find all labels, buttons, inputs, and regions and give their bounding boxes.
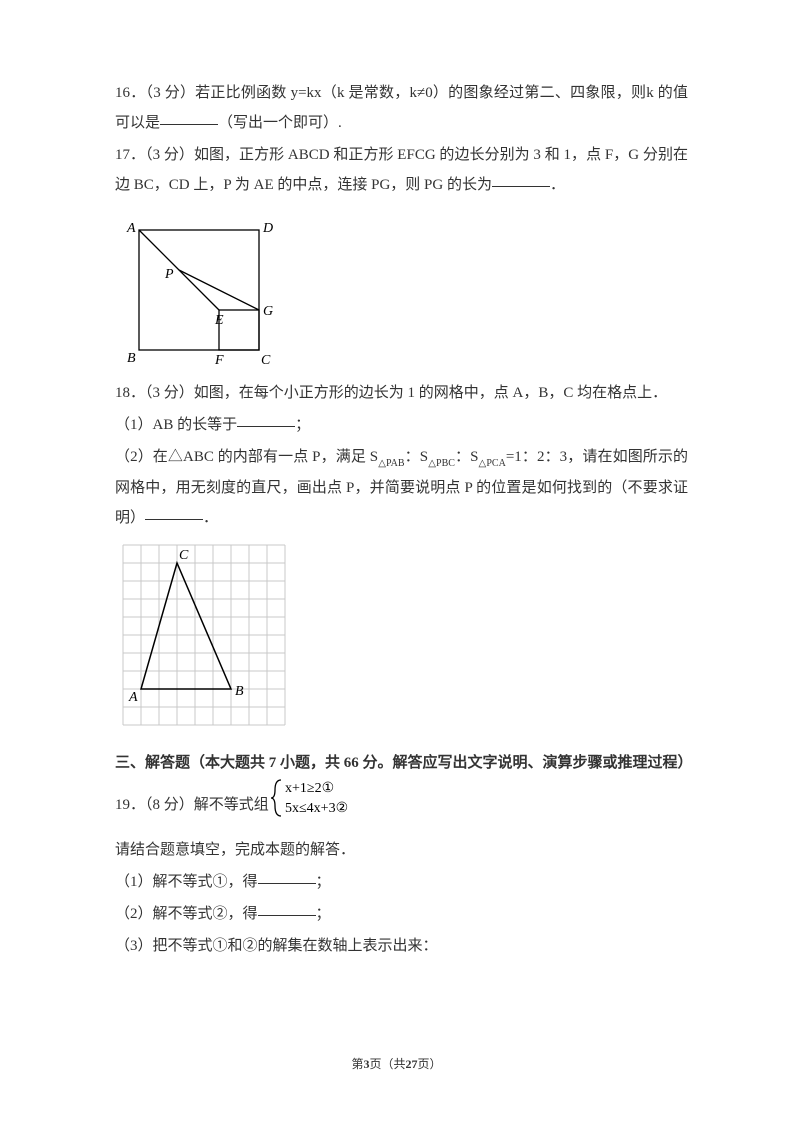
svg-text:G: G: [263, 304, 273, 319]
q19-p1-suf: ；: [316, 874, 331, 890]
svg-text:D: D: [262, 221, 273, 236]
svg-text:F: F: [214, 353, 224, 368]
q17-text: 17．（3 分）如图，正方形 ABCD 和正方形 EFCG 的边长分别为 3 和…: [115, 147, 688, 193]
page-content: 16．（3 分）若正比例函数 y=kx（k 是常数，k≠0）的图象经过第二、四象…: [0, 0, 793, 1003]
q18-part1: （1）AB 的长等于 ；: [115, 410, 688, 440]
q17-figure: A D B C F G E P: [115, 204, 277, 372]
footer-suf: 页）: [418, 1057, 442, 1071]
svg-text:B: B: [235, 684, 244, 699]
q18-line1: 18．（3 分）如图，在每个小正方形的边长为 1 的网格中，点 A，B，C 均在…: [115, 385, 667, 401]
q18-p2-pre: （2）在△ABC 的内部有一点 P，满足 S: [115, 449, 378, 465]
q18-p2-end: ．: [203, 510, 218, 526]
q19-p2-suf: ；: [316, 906, 331, 922]
q19-system: x+1≥2① 5x≤4x+3②: [271, 776, 391, 831]
q19-part1: （1）解不等式①，得 ；: [115, 867, 688, 897]
q19-p2-blank[interactable]: [258, 901, 316, 915]
q19-follow: 请结合题意填空，完成本题的解答．: [115, 835, 688, 865]
svg-text:5x≤4x+3②: 5x≤4x+3②: [285, 801, 348, 816]
q18-p1-pre: （1）AB 的长等于: [115, 417, 237, 433]
q17-end: ．: [550, 177, 565, 193]
q18-pca: △PCA: [478, 458, 505, 469]
svg-text:B: B: [127, 351, 136, 366]
q19-p2-pre: （2）解不等式②，得: [115, 906, 258, 922]
q17-blank[interactable]: [492, 173, 550, 187]
q18-p1-blank[interactable]: [237, 413, 295, 427]
q18-pab: △PAB: [378, 458, 404, 469]
q19-part2: （2）解不等式②，得 ；: [115, 899, 688, 929]
svg-text:E: E: [214, 313, 224, 328]
q16-suffix: （写出一个即可）.: [218, 115, 342, 131]
svg-text:A: A: [126, 221, 136, 236]
sec3-heading-text: 三、解答题（本大题共 7 小题，共 66 分。解答应写出文字说明、演算步骤或推理…: [115, 755, 693, 771]
footer-mid: 页（共: [369, 1057, 405, 1071]
q18-sep2: ：S: [455, 449, 479, 465]
q19-part3: （3）把不等式①和②的解集在数轴上表示出来：: [115, 931, 688, 961]
svg-text:P: P: [164, 267, 174, 282]
section-3-heading: 三、解答题（本大题共 7 小题，共 66 分。解答应写出文字说明、演算步骤或推理…: [115, 749, 688, 778]
svg-text:C: C: [261, 353, 271, 368]
q18-part2: （2）在△ABC 的内部有一点 P，满足 S△PAB：S△PBC：S△PCA=1…: [115, 442, 688, 533]
footer-total: 27: [406, 1057, 418, 1071]
q16-blank[interactable]: [160, 111, 218, 125]
q18-p1-suf: ；: [295, 417, 310, 433]
q18-p2-blank[interactable]: [145, 506, 203, 520]
question-17: 17．（3 分）如图，正方形 ABCD 和正方形 EFCG 的边长分别为 3 和…: [115, 140, 688, 200]
q18-pbc: △PBC: [428, 458, 455, 469]
q19-prefix: 19．（8 分）解不等式组: [115, 790, 269, 820]
svg-text:x+1≥2①: x+1≥2①: [285, 781, 334, 796]
question-16: 16．（3 分）若正比例函数 y=kx（k 是常数，k≠0）的图象经过第二、四象…: [115, 78, 688, 138]
svg-text:A: A: [128, 690, 138, 705]
question-18: 18．（3 分）如图，在每个小正方形的边长为 1 的网格中，点 A，B，C 均在…: [115, 378, 688, 408]
q19-p1-pre: （1）解不等式①，得: [115, 874, 258, 890]
page-footer: 第3页（共27页）: [0, 1055, 793, 1072]
q18-figure: A B C: [115, 537, 295, 733]
q18-sep1: ：S: [405, 449, 429, 465]
question-19: 19．（8 分）解不等式组 x+1≥2① 5x≤4x+3②: [115, 778, 688, 833]
footer-pre: 第: [351, 1057, 363, 1071]
svg-text:C: C: [179, 548, 189, 563]
q19-p1-blank[interactable]: [258, 869, 316, 883]
